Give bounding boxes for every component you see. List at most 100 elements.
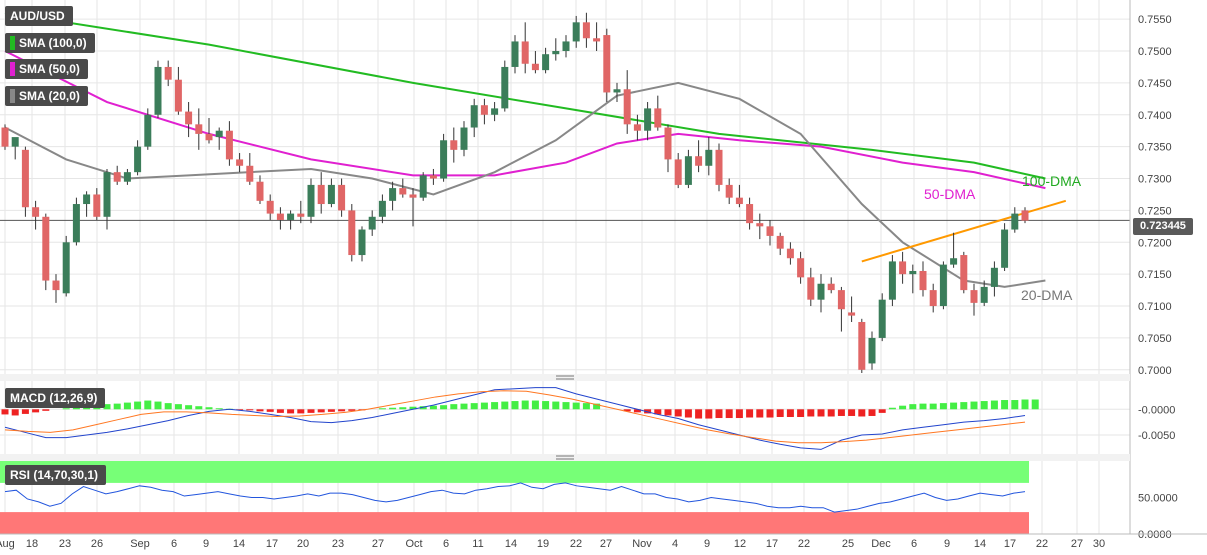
annotation-100-dma: 100-DMA (1022, 173, 1082, 189)
macd-resize-handle[interactable] (0, 374, 1130, 381)
legend-rsi[interactable]: RSI (14,70,30,1) (5, 465, 107, 485)
candle-body (440, 140, 448, 179)
candle-body (501, 66, 509, 109)
x-tick-label: Aug (0, 538, 15, 550)
candle-body (797, 258, 805, 278)
x-tick-label: 9 (944, 538, 950, 550)
macd-histogram-bar (868, 409, 876, 416)
macd-histogram-bar (429, 405, 437, 410)
candle-body (287, 213, 295, 220)
macd-histogram-bar (185, 405, 193, 410)
macd-histogram-bar (378, 408, 386, 410)
candle-body (664, 127, 672, 160)
macd-histogram-bar (582, 403, 590, 410)
y-tick-label: 0.7350 (1138, 142, 1172, 154)
legend-sma50[interactable]: SMA (50,0) (5, 59, 88, 79)
x-tick-label: 14 (233, 538, 245, 550)
candle-body (654, 108, 662, 128)
macd-histogram-bar (746, 409, 754, 418)
macd-line (4, 387, 1026, 450)
y-tick-label: 0.0000 (1138, 529, 1172, 541)
sma100-swatch-icon (10, 36, 15, 50)
rsi-resize-handle[interactable] (0, 454, 1130, 461)
candle-body (725, 184, 733, 198)
x-tick-label: 17 (266, 538, 278, 550)
legend-sma100[interactable]: SMA (100,0) (5, 33, 95, 53)
rsi-overbought-zone (0, 461, 1029, 483)
candle-body (215, 130, 223, 138)
candle-body (399, 188, 407, 195)
macd-histogram-bar (572, 402, 580, 410)
candle-body (460, 127, 468, 150)
macd-histogram-bar (1, 409, 9, 415)
y-tick-label: 0.7150 (1138, 269, 1172, 281)
candle-body (368, 216, 376, 230)
macd-histogram-bar (21, 409, 29, 414)
x-tick-label: 30 (1093, 538, 1105, 550)
macd-histogram-bar (664, 409, 672, 416)
rsi-zones (0, 461, 1029, 534)
sma20-swatch-icon (10, 89, 15, 103)
candle-body (297, 213, 305, 217)
macd-histogram-bar (195, 406, 203, 410)
x-tick-label: 14 (974, 538, 986, 550)
macd-histogram-bar (174, 404, 182, 410)
macd-panel-bg (0, 381, 1130, 453)
macd-histogram-bar (623, 409, 631, 412)
macd-histogram-bar (950, 402, 958, 410)
macd-histogram-bar (389, 407, 397, 410)
macd-histogram-bar (715, 409, 723, 419)
candle-body (1001, 229, 1009, 268)
candle-body (72, 204, 80, 243)
x-tick-label: 23 (332, 538, 344, 550)
candle-body (480, 105, 488, 115)
macd-histogram-bar (42, 409, 50, 411)
legend-macd[interactable]: MACD (12,26,9) (5, 388, 106, 408)
candle-body (134, 146, 142, 173)
macd-histogram-bar (419, 406, 427, 410)
candle-body (531, 63, 539, 71)
annotations: 100-DMA 50-DMA 20-DMA (924, 173, 1082, 303)
macd-histogram-bar (236, 409, 244, 411)
candle-body (817, 283, 825, 300)
legend-sma20[interactable]: SMA (20,0) (5, 86, 88, 106)
y-tick-label: 50.0000 (1138, 493, 1178, 505)
x-tick-label: Dec (871, 538, 891, 550)
y-tick-label: 0.7450 (1138, 78, 1172, 90)
macd-histogram-bar (552, 401, 560, 410)
candle-body (470, 105, 478, 128)
candle-body (705, 149, 713, 166)
macd-histogram-bar (899, 405, 907, 410)
candle-body (899, 261, 907, 275)
candle-body (185, 111, 193, 125)
macd-histogram-bar (409, 406, 417, 410)
candle-body (735, 197, 743, 205)
x-tick-label: 17 (766, 538, 778, 550)
candle-body (174, 79, 182, 112)
candle-body (950, 258, 958, 265)
candle-body (827, 283, 835, 291)
panel-backgrounds (0, 0, 1130, 534)
macd-histogram-bar (786, 409, 794, 417)
legend-symbol[interactable]: AUD/USD (5, 6, 73, 26)
candle-body (695, 156, 703, 166)
macd-histogram-bar (266, 409, 274, 412)
macd-histogram-bar (348, 409, 356, 411)
candle-body (542, 54, 550, 71)
x-tick-label: 4 (672, 538, 678, 550)
candle-body (62, 242, 70, 294)
macd-histogram-bar (705, 409, 713, 419)
y-tick-label: -0.0000 (1138, 404, 1175, 416)
macd-histogram-bar (338, 409, 346, 412)
macd-histogram-bar (817, 409, 825, 417)
macd-histogram-bar (531, 400, 539, 410)
macd-histogram-bar (1021, 399, 1029, 410)
x-tick-label: 22 (570, 538, 582, 550)
candle-body (123, 172, 131, 182)
candle-body (960, 255, 968, 291)
y-tick-label: 0.7250 (1138, 205, 1172, 217)
macd-histogram-bar (684, 409, 692, 418)
candle-body (42, 216, 50, 281)
macd-histogram-bar (990, 400, 998, 410)
macd-histogram-bar (562, 402, 570, 410)
